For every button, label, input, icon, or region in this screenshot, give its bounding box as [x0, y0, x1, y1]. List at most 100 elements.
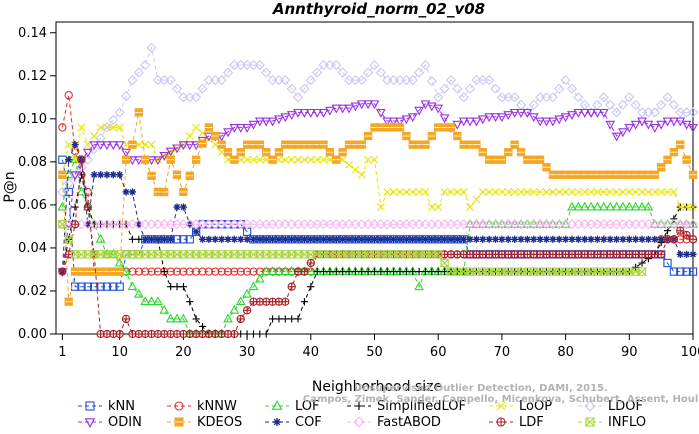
data-point — [167, 283, 175, 291]
legend-item-simplifiedlof: SimplifiedLOF — [347, 399, 466, 414]
data-point — [172, 144, 182, 154]
data-point — [377, 235, 385, 243]
data-point — [511, 235, 519, 243]
data-point — [638, 187, 647, 196]
data-point — [409, 235, 417, 243]
series-line — [61, 224, 642, 273]
data-point — [477, 218, 488, 228]
data-point — [434, 268, 442, 276]
data-point — [185, 132, 194, 141]
data-point — [312, 67, 323, 78]
legend-item-ldof: LDOF — [578, 399, 643, 414]
data-point — [689, 203, 697, 212]
data-point — [230, 235, 238, 243]
data-point — [160, 187, 169, 197]
data-point — [600, 235, 608, 243]
data-point — [313, 235, 321, 243]
data-point — [618, 187, 627, 196]
legend-item-fastabod: FastABOD — [347, 415, 441, 430]
data-point — [261, 266, 272, 276]
data-point — [663, 155, 672, 164]
data-point — [522, 218, 533, 228]
data-point — [542, 163, 551, 172]
data-point — [669, 187, 678, 196]
data-point — [121, 148, 131, 158]
data-point — [326, 268, 334, 276]
data-point — [555, 235, 563, 243]
data-point — [370, 155, 379, 164]
data-point — [630, 120, 641, 130]
legend-marker — [84, 418, 96, 428]
data-point — [478, 187, 487, 196]
data-point — [420, 59, 431, 71]
data-point — [460, 235, 468, 243]
data-point — [547, 92, 558, 103]
data-point — [326, 235, 334, 243]
data-point — [77, 123, 86, 132]
legend-label: LDOF — [608, 399, 643, 414]
data-point — [198, 139, 207, 148]
data-point — [275, 315, 283, 323]
data-point — [649, 218, 660, 228]
data-point — [159, 151, 170, 161]
data-point — [356, 74, 367, 86]
data-point — [466, 235, 474, 243]
legend-label: COF — [295, 415, 322, 430]
data-point — [624, 124, 635, 133]
data-point — [242, 306, 252, 315]
data-point — [587, 235, 595, 243]
data-point — [153, 296, 163, 306]
data-point — [58, 267, 67, 276]
data-point — [528, 113, 539, 123]
data-point — [687, 219, 699, 230]
data-point — [261, 117, 272, 127]
legend-label: LOF — [295, 399, 320, 414]
data-point — [332, 268, 340, 276]
data-point — [95, 233, 106, 243]
x-tick-label: 20 — [175, 345, 192, 360]
data-point — [439, 114, 450, 124]
data-point — [428, 235, 436, 243]
data-point — [179, 203, 187, 211]
data-point — [128, 140, 137, 149]
data-point — [566, 83, 578, 94]
data-point — [535, 218, 546, 228]
data-point — [618, 128, 628, 138]
y-tick-label: 0.10 — [18, 112, 47, 127]
data-point — [141, 267, 150, 276]
data-point — [185, 171, 194, 180]
data-point — [409, 268, 417, 276]
data-point — [649, 107, 660, 118]
data-point — [682, 203, 691, 212]
data-point — [70, 154, 81, 164]
data-point — [414, 106, 424, 116]
data-point — [542, 187, 551, 196]
data-point — [516, 218, 526, 228]
data-point — [688, 235, 698, 244]
data-point — [135, 235, 143, 243]
data-point — [115, 282, 124, 291]
data-point — [363, 67, 374, 78]
data-point — [517, 235, 525, 243]
data-point — [166, 148, 175, 157]
data-point — [306, 155, 315, 164]
data-point — [593, 187, 602, 196]
data-point — [415, 268, 423, 276]
data-point — [313, 268, 321, 276]
data-point — [65, 156, 73, 164]
data-point — [611, 107, 622, 118]
data-point — [153, 156, 163, 166]
data-point — [560, 74, 571, 86]
x-tick-label: 70 — [494, 345, 511, 360]
data-point — [192, 123, 201, 132]
data-point — [687, 107, 699, 118]
data-point — [114, 107, 125, 118]
legend-label: FastABOD — [377, 415, 441, 430]
legend-item-lof: LOF — [265, 399, 320, 414]
data-point — [358, 235, 366, 243]
data-point — [77, 155, 86, 164]
legend-marker — [584, 417, 596, 427]
legend-label: kNN — [108, 399, 135, 414]
data-point — [445, 74, 457, 86]
data-point — [64, 297, 73, 306]
